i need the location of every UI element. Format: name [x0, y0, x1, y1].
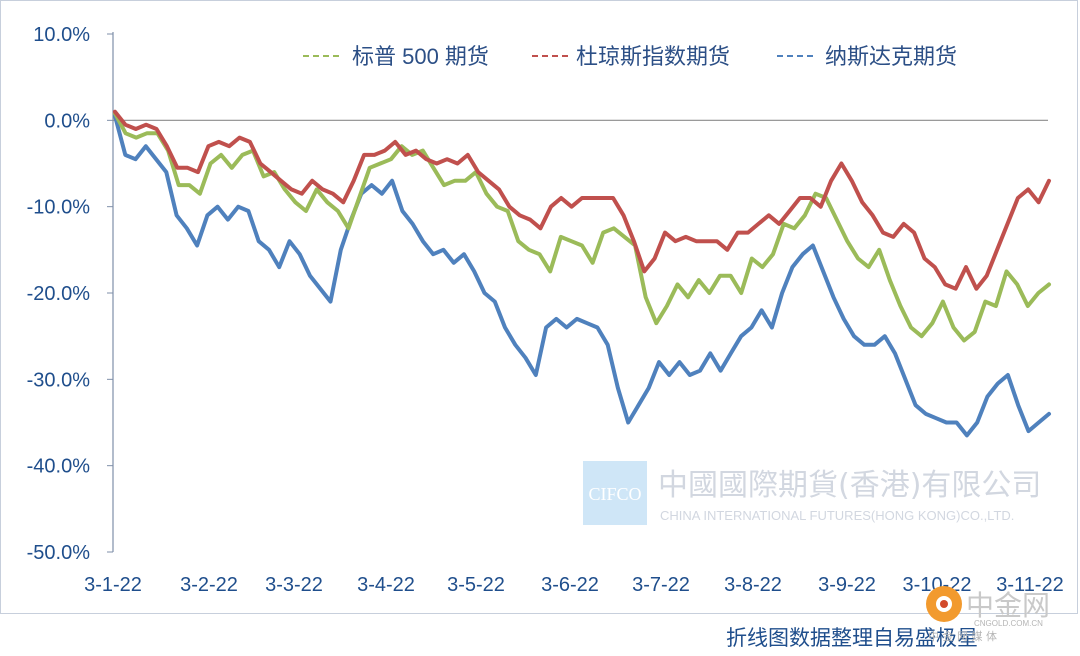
- cifco-logo-box: [583, 461, 647, 525]
- cifco-logo-text: CIFCO: [588, 484, 641, 504]
- cngold-logo: 中金网 CNGOLD.COM.CN 中 金 网 媒 体: [926, 586, 1050, 643]
- watermark-company-cn: 中國國際期貨(香港)有限公司: [658, 468, 1041, 503]
- chart-legend: 标普 500 期货 杜琼斯指数期货 纳斯达克期货: [303, 44, 957, 69]
- y-tick-label: -30.0%: [27, 369, 91, 391]
- x-tick-label: 3-8-22: [724, 574, 782, 596]
- legend-sp500-label: 标普 500 期货: [352, 44, 489, 69]
- cngold-logo-domain: CNGOLD.COM.CN: [974, 619, 1043, 628]
- chart-series: [113, 109, 1051, 438]
- chart-frame: [0, 0, 1078, 614]
- chart-axes: 10.0% 0.0% -10.0% -20.0% -30.0% -40.0% -50.0% 3…: [27, 24, 1064, 596]
- legend-dow-jones-label: 杜琼斯指数期货: [576, 44, 730, 69]
- x-tick-label: 3-4-22: [357, 574, 415, 596]
- x-tick-label: 3-2-22: [180, 574, 238, 596]
- y-tick-label: -40.0%: [27, 456, 91, 478]
- legend-nasdaq-label: 纳斯达克期货: [825, 44, 957, 69]
- y-tick-label: -20.0%: [27, 283, 91, 305]
- y-tick-label: -10.0%: [27, 197, 91, 219]
- y-tick-label: -50.0%: [27, 542, 91, 564]
- cifco-watermark: CIFCO 中國國際期貨(香港)有限公司 CHINA INTERNATIONAL…: [583, 461, 1041, 525]
- nasdaq-line: [113, 114, 1051, 438]
- footer-caption: 折线图数据整理自易盛极星: [726, 626, 978, 650]
- cngold-logo-tagline: 中 金 网 媒 体: [928, 629, 997, 643]
- y-tick-label: 10.0%: [33, 24, 90, 46]
- x-tick-label: 3-9-22: [818, 574, 876, 596]
- cngold-logo-name: 中金网: [966, 589, 1050, 622]
- dow-jones-line: [113, 109, 1051, 291]
- y-tick-label: 0.0%: [44, 110, 90, 132]
- x-tick-label: 3-5-22: [447, 574, 505, 596]
- x-tick-label: 3-1-22: [84, 574, 142, 596]
- x-tick-label: 3-7-22: [632, 574, 690, 596]
- line-chart: 10.0% 0.0% -10.0% -20.0% -30.0% -40.0% -50.0% 3…: [27, 24, 1064, 596]
- x-tick-label: 3-3-22: [265, 574, 323, 596]
- x-tick-label: 3-11-22: [996, 574, 1063, 596]
- watermark-company-en: CHINA INTERNATIONAL FUTURES(HONG KONG)CO…: [660, 508, 1014, 523]
- x-tick-label: 3-6-22: [541, 574, 599, 596]
